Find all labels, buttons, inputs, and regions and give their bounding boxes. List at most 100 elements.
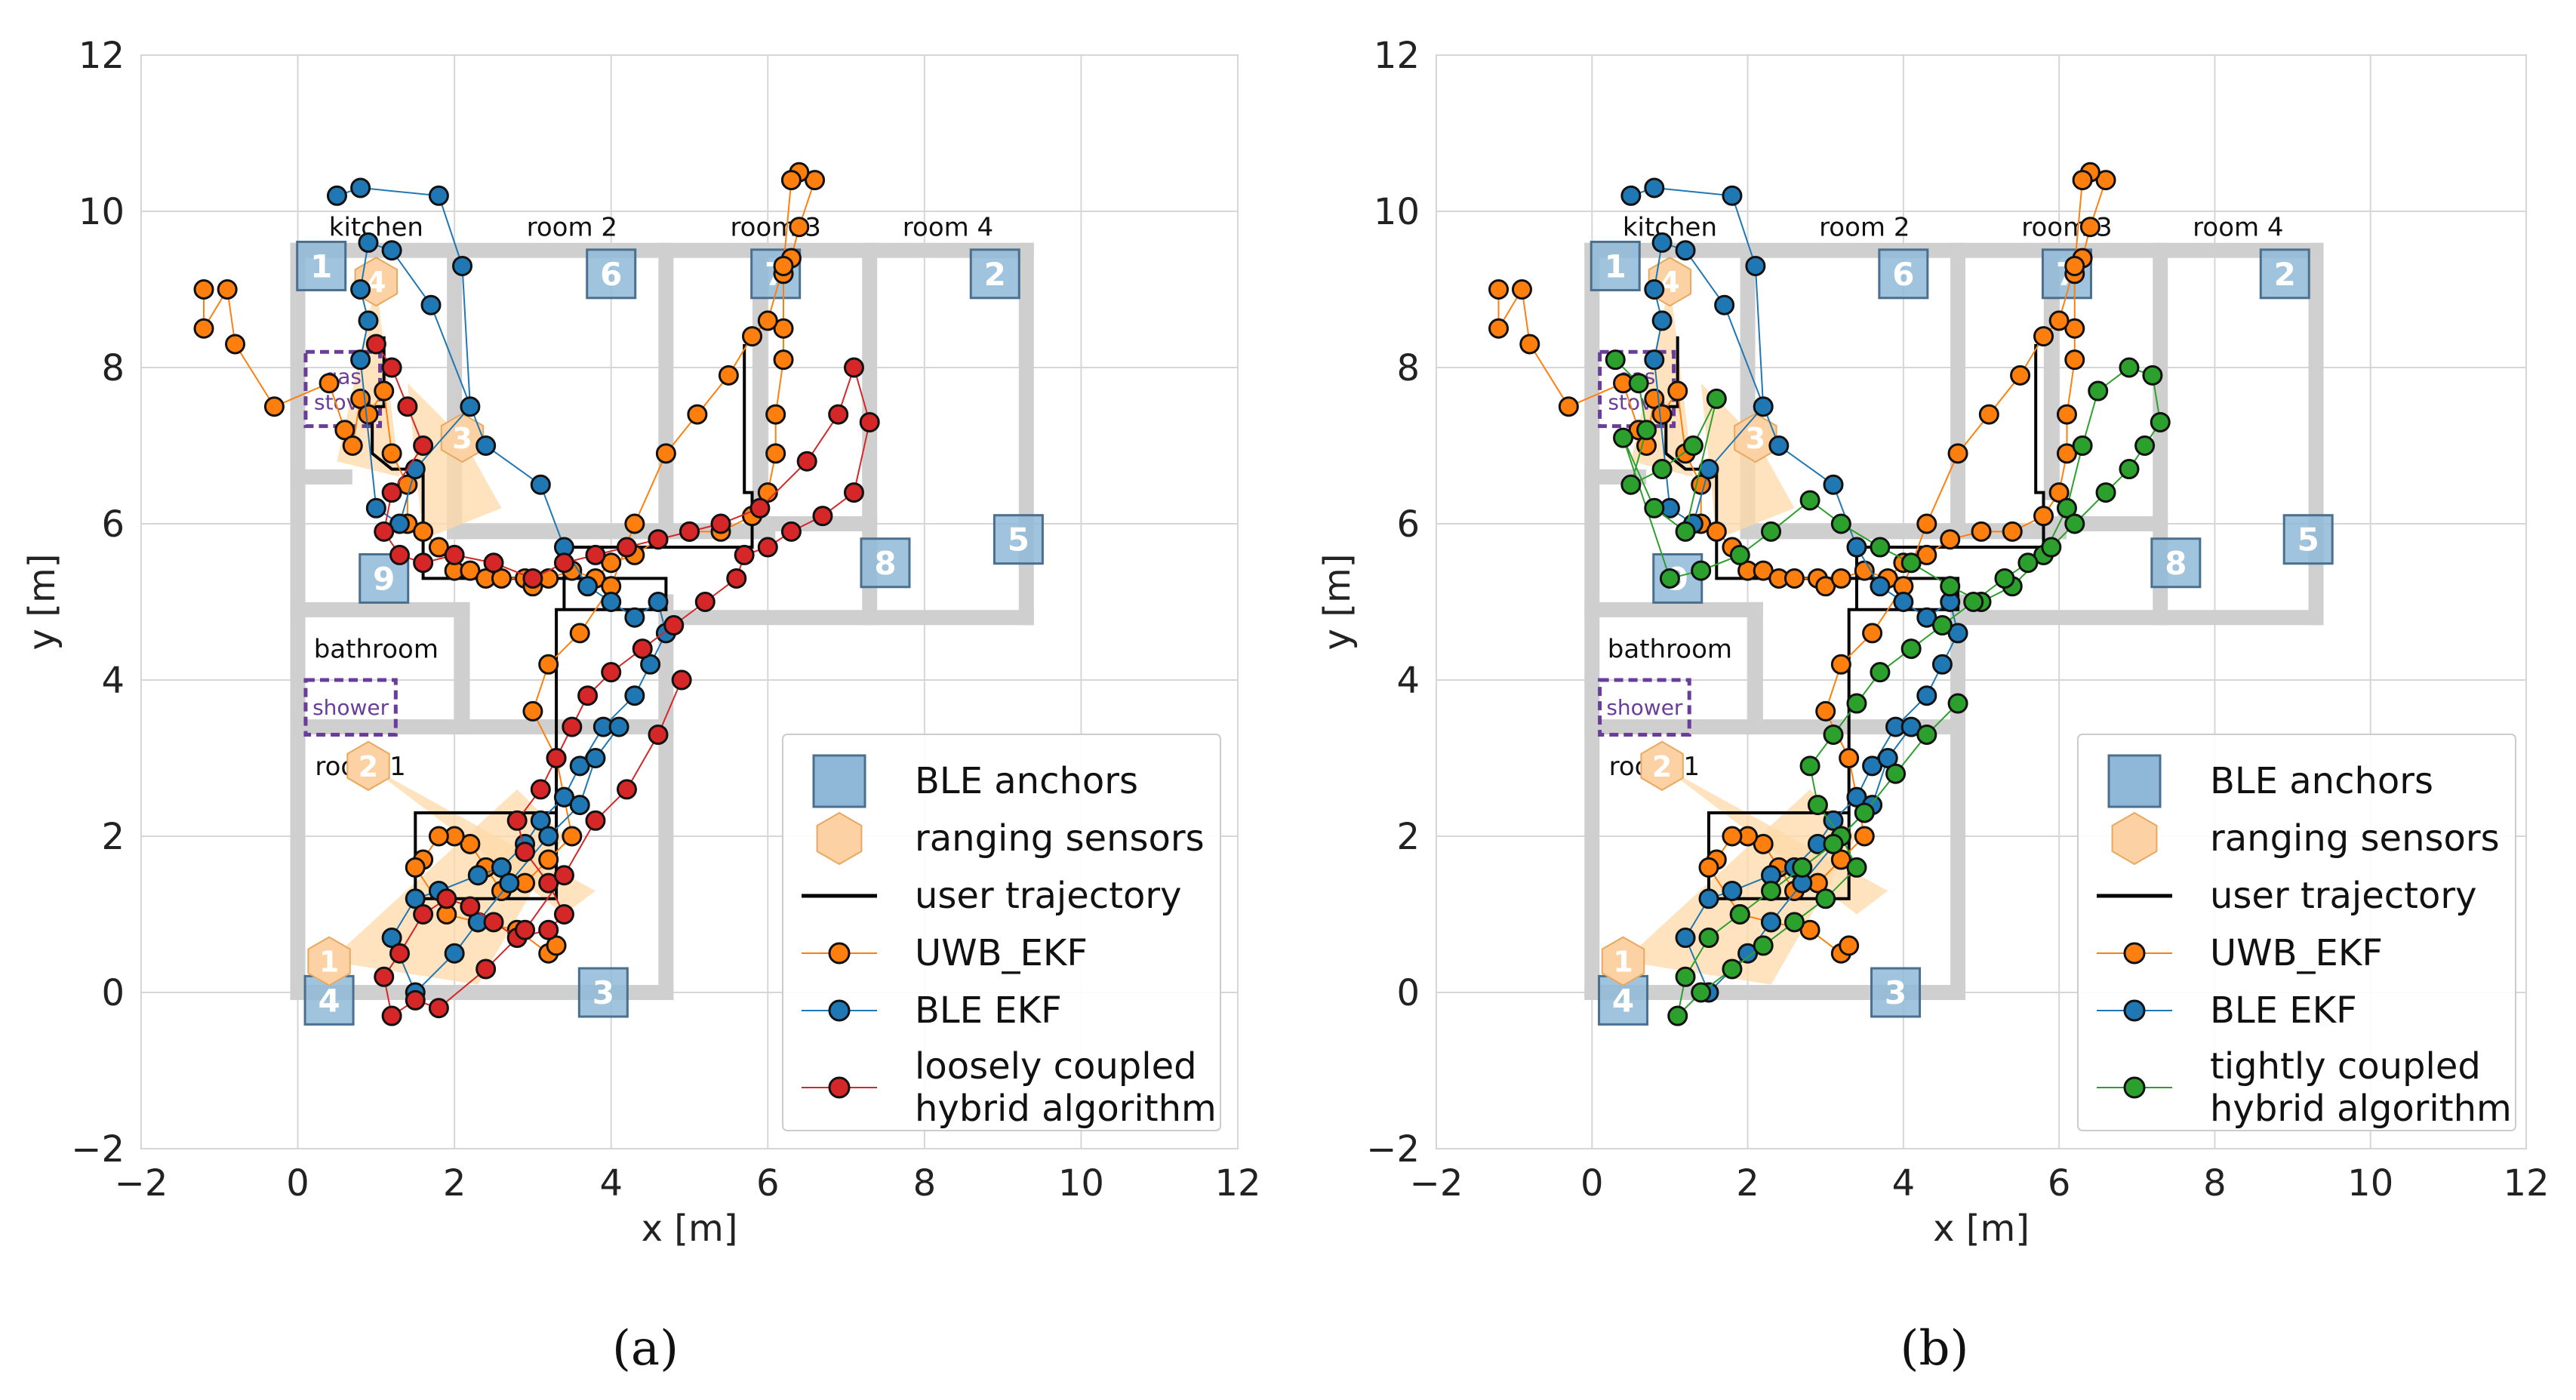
- data-point: [1605, 349, 1626, 371]
- legend-marker-point: [828, 942, 851, 965]
- data-point: [381, 482, 402, 503]
- room-label: room 2: [1819, 213, 1910, 243]
- data-point: [765, 443, 786, 464]
- legend-label: BLE EKF: [2210, 989, 2357, 1032]
- data-point: [1870, 537, 1891, 558]
- data-point: [413, 552, 434, 574]
- data-point: [350, 349, 371, 371]
- data-point: [843, 482, 864, 503]
- data-point: [546, 748, 567, 768]
- data-point: [538, 849, 559, 870]
- legend-marker-point: [828, 999, 851, 1022]
- data-point: [2064, 255, 2085, 276]
- data-point: [1644, 497, 1665, 518]
- data-point: [577, 576, 599, 597]
- data-point: [585, 544, 606, 565]
- data-point: [1675, 521, 1696, 542]
- ble-anchor: [1598, 974, 1649, 1026]
- object-label: shower: [312, 695, 389, 720]
- x-tick-label: 8: [913, 1162, 937, 1205]
- x-tick-label: 0: [286, 1162, 309, 1205]
- data-point: [671, 669, 692, 691]
- data-point: [1971, 521, 1992, 542]
- data-point: [530, 810, 551, 831]
- data-point: [420, 294, 442, 315]
- data-point: [358, 310, 379, 331]
- data-point: [2033, 326, 2054, 347]
- y-tick-label: 2: [101, 816, 125, 858]
- data-point: [1815, 700, 1836, 722]
- data-point: [1830, 654, 1851, 675]
- data-point: [499, 872, 520, 894]
- ble-anchor-id: 2: [2274, 256, 2296, 293]
- data-point: [452, 255, 473, 276]
- room-label: room 2: [527, 213, 617, 243]
- data-point: [1753, 935, 1774, 956]
- data-point: [2064, 513, 2085, 534]
- data-point: [460, 560, 481, 581]
- data-point: [1761, 521, 1782, 542]
- data-point: [812, 506, 833, 527]
- data-point: [515, 842, 536, 863]
- data-point: [263, 396, 285, 417]
- data-point: [1745, 255, 1766, 276]
- data-point: [467, 865, 488, 886]
- data-point: [1675, 240, 1696, 261]
- data-point: [585, 810, 606, 831]
- series-user-trajectory: [1664, 336, 2045, 900]
- data-point: [381, 1005, 402, 1026]
- sensor-fov: [1662, 765, 1888, 915]
- legend-marker-sensor: [816, 811, 863, 866]
- data-point: [2010, 365, 2031, 386]
- y-tick-label: 4: [1396, 660, 1420, 702]
- data-point: [796, 451, 817, 472]
- data-point: [483, 912, 504, 933]
- ranging-sensor: [307, 936, 351, 986]
- data-point: [1613, 427, 1634, 448]
- data-point: [546, 935, 567, 956]
- legend-marker-point: [828, 1076, 851, 1099]
- data-point: [2095, 482, 2116, 503]
- data-point: [1675, 966, 1696, 987]
- data-point: [413, 904, 434, 925]
- data-point: [1698, 459, 1719, 480]
- room-label: bathroom: [314, 635, 439, 665]
- data-point: [1706, 521, 1727, 542]
- data-point: [1691, 560, 1712, 581]
- room-label: bathroom: [1608, 635, 1732, 665]
- data-point: [2072, 170, 2093, 191]
- ble-anchor: [2150, 537, 2202, 589]
- ble-anchor-id: 3: [1885, 974, 1907, 1011]
- data-point: [358, 232, 379, 253]
- data-point: [640, 654, 661, 675]
- legend-marker-point: [2123, 1076, 2146, 1099]
- data-point: [648, 724, 669, 745]
- data-point: [1675, 928, 1696, 949]
- data-point: [1558, 396, 1579, 417]
- data-point: [1893, 592, 1914, 612]
- data-point: [1511, 279, 1532, 300]
- data-point: [710, 513, 731, 534]
- data-point: [491, 857, 512, 878]
- data-point: [562, 716, 583, 737]
- data-point: [374, 380, 395, 402]
- data-point: [601, 662, 622, 683]
- data-point: [742, 326, 763, 347]
- ble-anchor-id: 1: [1605, 248, 1627, 285]
- data-point: [1994, 568, 2015, 589]
- data-point: [773, 349, 794, 371]
- data-point: [2033, 506, 2054, 527]
- data-point: [1722, 958, 1743, 980]
- series-estimate-3: [365, 334, 880, 1026]
- y-tick-label: 12: [78, 35, 125, 77]
- legend-label: BLE EKF: [915, 989, 1062, 1032]
- data-point: [1823, 833, 1844, 854]
- data-point: [1682, 435, 1703, 456]
- data-point: [859, 411, 880, 432]
- room-label: room 4: [2193, 213, 2283, 243]
- data-point: [734, 544, 755, 565]
- data-point: [538, 919, 559, 940]
- data-point: [381, 443, 402, 464]
